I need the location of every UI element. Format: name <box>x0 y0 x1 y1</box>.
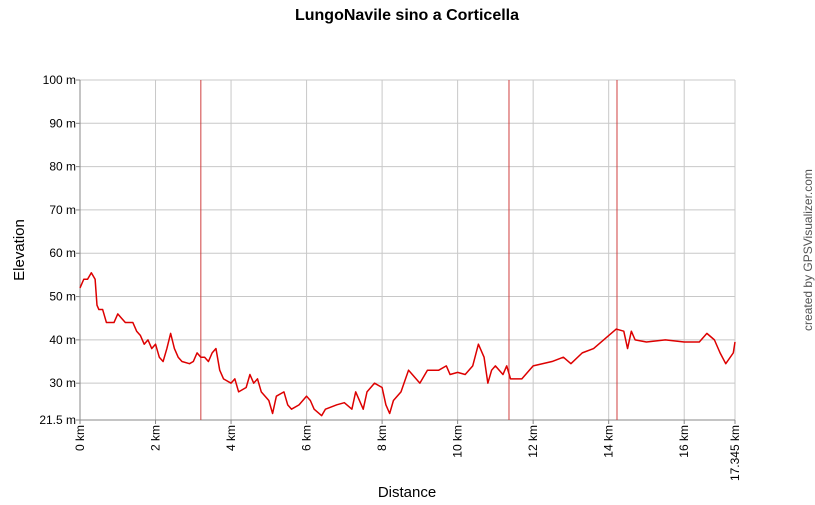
x-tick-label: 0 km <box>73 425 87 451</box>
x-tick-label: 14 km <box>602 425 616 458</box>
chart-title: LungoNavile sino a Corticella <box>295 7 519 24</box>
x-tick-label: 6 km <box>300 425 314 451</box>
credit: created by GPSVisualizer.com <box>801 169 815 331</box>
x-tick-label: 16 km <box>677 425 691 458</box>
x-tick-label: 10 km <box>451 425 465 458</box>
y-axis-label: Elevation <box>11 219 28 281</box>
x-tick-label: 8 km <box>375 425 389 451</box>
y-tick-label: 30 m <box>49 376 76 390</box>
y-tick-label: 60 m <box>49 246 76 260</box>
y-tick-label: 80 m <box>49 160 76 174</box>
elevation-line <box>79 271 736 417</box>
x-tick-label: 17.345 km <box>728 425 742 481</box>
y-tick-label: 50 m <box>49 290 76 304</box>
y-tick-label: 100 m <box>43 73 76 87</box>
x-tick-label: 12 km <box>526 425 540 458</box>
x-tick-label: 2 km <box>149 425 163 451</box>
y-tick-label: 21.5 m <box>39 413 76 427</box>
x-axis-label: Distance <box>378 484 436 500</box>
y-tick-label: 90 m <box>49 116 76 130</box>
x-tick-label: 4 km <box>224 425 238 451</box>
y-tick-label: 70 m <box>49 203 76 217</box>
y-tick-label: 40 m <box>49 333 76 347</box>
